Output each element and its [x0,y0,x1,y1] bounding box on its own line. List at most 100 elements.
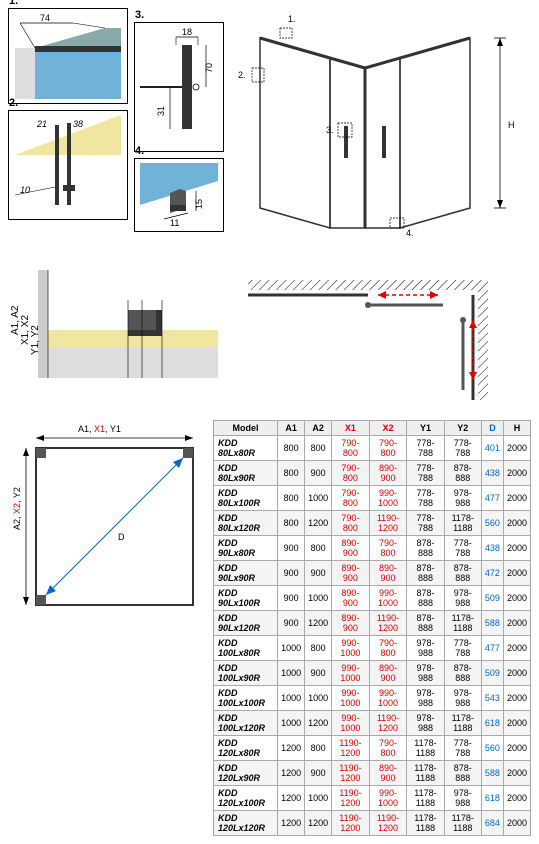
table-row: KDD 80Lx90R800900790-800890-900778-78887… [214,461,531,486]
table-cell: 800 [278,436,305,461]
detail-1-svg: 74 [15,13,121,99]
table-row: KDD 100Lx80R1000800990-1000790-800978-98… [214,636,531,661]
table-cell: 588 [481,761,503,786]
table-cell: 1000 [278,686,305,711]
detail-1: 1. 74 [8,8,128,104]
table-cell: KDD 120Lx100R [214,786,278,811]
table-cell: 990-1000 [369,786,407,811]
table-cell: 990-1000 [332,661,370,686]
table-cell: 978-988 [407,636,444,661]
plan-rectangle: A1, X1, Y1 A2, X2, Y2 D [8,420,203,620]
table-cell: 1200 [278,786,305,811]
callout-3: 3. [326,125,334,135]
door-swing-plan [228,270,531,410]
table-cell: 588 [481,611,503,636]
table-cell: 800 [305,736,332,761]
detail-2-svg: 21 38 10 [15,115,121,215]
table-header: Y2 [444,421,481,436]
table-row: KDD 90Lx100R9001000890-900990-1000878-88… [214,586,531,611]
table-cell: 1200 [305,511,332,536]
detail-column-1: 1. 74 2. 21 38 10 [8,8,128,258]
table-cell: 1000 [278,636,305,661]
table-cell: 2000 [503,486,530,511]
table-cell: 1178-1188 [407,761,444,786]
table-cell: 878-888 [444,561,481,586]
table-cell: 1190-1200 [332,786,370,811]
main-3d-svg: 1. 2. 3. 4. H [230,8,530,258]
table-cell: 618 [481,711,503,736]
table-cell: 890-900 [332,611,370,636]
table-cell: 878-888 [444,761,481,786]
table-cell: 1000 [278,711,305,736]
table-cell: 1000 [305,586,332,611]
detail-3-num: 3. [135,9,144,21]
table-cell: 878-888 [407,611,444,636]
detail-column-2: 3. 18 70 31 4. 11 [134,8,224,258]
table-cell: 990-1000 [369,686,407,711]
detail-3-dim-h1: 70 [204,63,214,73]
table-cell: 509 [481,661,503,686]
table-cell: 1000 [305,686,332,711]
detail-3-svg: 18 70 31 [140,27,218,147]
table-cell: KDD 100Lx100R [214,686,278,711]
table-cell: 2000 [503,611,530,636]
table-cell: 900 [278,536,305,561]
table-row: KDD 100Lx100R10001000990-1000990-1000978… [214,686,531,711]
table-cell: 990-1000 [369,586,407,611]
table-row: KDD 80Lx120R8001200790-8001190-1200778-7… [214,511,531,536]
table-cell: KDD 90Lx100R [214,586,278,611]
table-cell: 800 [278,461,305,486]
table-cell: 2000 [503,786,530,811]
table-row: KDD 80Lx100R8001000790-800990-1000778-78… [214,486,531,511]
table-cell: 900 [305,761,332,786]
table-cell: 800 [278,511,305,536]
table-row: KDD 90Lx90R900900890-900890-900878-88887… [214,561,531,586]
table-cell: 978-988 [444,786,481,811]
table-cell: 878-888 [407,586,444,611]
table-cell: 1178-1188 [444,711,481,736]
detail-2: 2. 21 38 10 [8,110,128,220]
table-cell: 684 [481,811,503,836]
table-cell: KDD 90Lx90R [214,561,278,586]
cross-section-svg: A1, A2 X1, X2 Y1, Y2 [8,270,218,390]
table-cell: 800 [305,636,332,661]
callout-4: 4. [406,228,414,238]
plan-left-label: A2, X2, Y2 [12,487,22,530]
table-cell: 560 [481,736,503,761]
table-cell: 778-788 [407,461,444,486]
table-header-row: ModelA1A2X1X2Y1Y2DH [214,421,531,436]
table-cell: 1190-1200 [369,511,407,536]
table-cell: 778-788 [444,636,481,661]
table-cell: 790-800 [369,736,407,761]
table-cell: 2000 [503,636,530,661]
detail-2-num: 2. [9,97,18,109]
table-cell: 790-800 [332,436,370,461]
detail-4-dim-h: 15 [194,199,204,209]
main-isometric-view: 1. 2. 3. 4. H [230,8,531,258]
detail-1-dim: 74 [40,13,50,23]
table-header: A2 [305,421,332,436]
table-header: Y1 [407,421,444,436]
table-cell: 900 [278,586,305,611]
table-cell: 978-988 [407,661,444,686]
table-cell: 890-900 [369,761,407,786]
table-header: H [503,421,530,436]
table-cell: KDD 120Lx120R [214,811,278,836]
plan-rect-svg: A1, X1, Y1 A2, X2, Y2 D [8,420,203,620]
table-cell: 1190-1200 [332,811,370,836]
table-row: KDD 120Lx120R120012001190-12001190-12001… [214,811,531,836]
table-cell: 878-888 [407,536,444,561]
table-cell: 790-800 [369,436,407,461]
detail-4: 4. 11 15 [134,158,224,232]
detail-4-svg: 11 15 [140,163,218,227]
table-cell: 1190-1200 [332,736,370,761]
plan-top-label: A1, X1, Y1 [78,424,121,434]
table-cell: 2000 [503,461,530,486]
table-cell: 2000 [503,536,530,561]
table-cell: 2000 [503,686,530,711]
table-row: KDD 90Lx120R9001200890-9001190-1200878-8… [214,611,531,636]
plan-d-label: D [118,532,125,542]
table-cell: KDD 120Lx80R [214,736,278,761]
table-cell: 1178-1188 [407,736,444,761]
table-cell: 2000 [503,811,530,836]
